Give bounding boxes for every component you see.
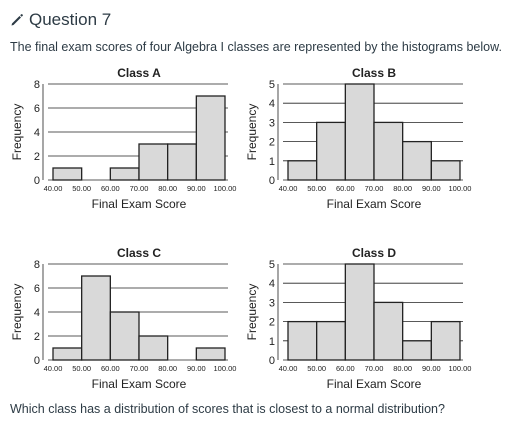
bar bbox=[109, 167, 140, 181]
x-tick-label: 60.00 bbox=[336, 364, 355, 373]
bar bbox=[287, 320, 318, 361]
x-tick-label: 60.00 bbox=[101, 364, 120, 373]
x-tick-label: 70.00 bbox=[130, 364, 149, 373]
bar bbox=[109, 311, 140, 361]
x-axis-label: Final Exam Score bbox=[327, 197, 422, 211]
histogram-3: 0 2 4 6 8 40.00 50.00 60.00 70.00 80.00 90.00 100.0… bbox=[10, 246, 236, 391]
y-tick-label: 0 bbox=[269, 175, 275, 187]
question-header: Question 7 bbox=[10, 10, 111, 30]
x-tick-label: 50.00 bbox=[307, 364, 326, 373]
bar bbox=[402, 140, 432, 181]
bar bbox=[138, 335, 169, 361]
bar bbox=[373, 301, 404, 361]
y-tick-label: 0 bbox=[34, 355, 40, 367]
y-tick-label: 2 bbox=[269, 137, 275, 149]
y-axis-label: Frequency bbox=[10, 104, 24, 161]
bar bbox=[430, 320, 461, 361]
bar bbox=[52, 347, 83, 361]
chart-title: Class D bbox=[352, 246, 396, 260]
x-tick-label: 90.00 bbox=[187, 184, 206, 193]
question-prompt: The final exam scores of four Algebra I … bbox=[10, 40, 502, 54]
y-tick-label: 2 bbox=[269, 317, 275, 329]
x-tick-label: 50.00 bbox=[72, 184, 91, 193]
x-tick-label: 90.00 bbox=[422, 364, 441, 373]
x-tick-label: 100.00 bbox=[214, 184, 237, 193]
chart-title: Class C bbox=[117, 246, 161, 260]
x-tick-label: 100.00 bbox=[449, 184, 472, 193]
bar bbox=[430, 160, 461, 181]
y-tick-label: 6 bbox=[34, 283, 40, 295]
y-tick-label: 4 bbox=[269, 98, 275, 110]
x-tick-label: 80.00 bbox=[158, 184, 177, 193]
x-tick-label: 40.00 bbox=[44, 364, 63, 373]
bar bbox=[52, 167, 83, 181]
histogram-1: 0 2 4 6 8 40.00 50.00 60.00 70.00 80.00 90.00 100.0… bbox=[10, 66, 236, 211]
y-axis-label: Frequency bbox=[245, 284, 259, 341]
y-axis-label: Frequency bbox=[245, 104, 259, 161]
question-footer: Which class has a distribution of scores… bbox=[10, 402, 445, 416]
y-tick-label: 8 bbox=[34, 79, 40, 91]
x-tick-label: 50.00 bbox=[307, 184, 326, 193]
bar bbox=[138, 143, 169, 181]
y-tick-label: 3 bbox=[269, 297, 275, 309]
bar bbox=[81, 275, 111, 361]
y-tick-label: 4 bbox=[34, 127, 40, 139]
y-tick-label: 2 bbox=[34, 331, 40, 343]
bar bbox=[195, 95, 226, 181]
x-tick-label: 80.00 bbox=[393, 364, 412, 373]
histogram-4: 0 1 2 3 4 5 40.00 50.00 60.00 70.00 80.00 90.00 100.… bbox=[245, 246, 471, 391]
y-tick-label: 5 bbox=[269, 259, 275, 271]
x-tick-label: 40.00 bbox=[279, 184, 298, 193]
chart-title: Class A bbox=[117, 66, 161, 80]
bar bbox=[167, 143, 197, 181]
x-tick-label: 40.00 bbox=[279, 364, 298, 373]
y-tick-label: 4 bbox=[34, 307, 40, 319]
bar bbox=[316, 121, 346, 181]
x-tick-label: 60.00 bbox=[336, 184, 355, 193]
x-tick-label: 90.00 bbox=[187, 364, 206, 373]
y-tick-label: 0 bbox=[269, 355, 275, 367]
x-tick-label: 80.00 bbox=[158, 364, 177, 373]
y-tick-label: 5 bbox=[269, 79, 275, 91]
bar bbox=[287, 160, 318, 181]
bar bbox=[402, 340, 432, 361]
y-tick-label: 2 bbox=[34, 151, 40, 163]
y-axis-label: Frequency bbox=[10, 284, 24, 341]
x-tick-label: 70.00 bbox=[365, 364, 384, 373]
x-axis-label: Final Exam Score bbox=[327, 377, 422, 391]
pencil-icon bbox=[10, 13, 24, 27]
x-tick-label: 50.00 bbox=[72, 364, 91, 373]
y-tick-label: 1 bbox=[269, 156, 275, 168]
y-tick-label: 1 bbox=[269, 336, 275, 348]
x-axis-label: Final Exam Score bbox=[92, 377, 187, 391]
bar bbox=[195, 347, 226, 361]
x-axis-label: Final Exam Score bbox=[92, 197, 187, 211]
histogram-2: 0 1 2 3 4 5 40.00 50.00 60.00 70.00 80.00 90.00 100.… bbox=[245, 66, 471, 211]
x-tick-label: 100.00 bbox=[214, 364, 237, 373]
question-title: Question 7 bbox=[29, 10, 112, 29]
bar bbox=[344, 263, 375, 361]
chart-title: Class B bbox=[352, 66, 396, 80]
y-tick-label: 6 bbox=[34, 103, 40, 115]
x-tick-label: 60.00 bbox=[101, 184, 120, 193]
x-tick-label: 70.00 bbox=[130, 184, 149, 193]
y-tick-label: 3 bbox=[269, 117, 275, 129]
bar bbox=[344, 83, 375, 181]
bar bbox=[316, 320, 346, 361]
y-tick-label: 8 bbox=[34, 259, 40, 271]
y-tick-label: 4 bbox=[269, 278, 275, 290]
x-tick-label: 100.00 bbox=[449, 364, 472, 373]
x-tick-label: 80.00 bbox=[393, 184, 412, 193]
bar bbox=[373, 121, 404, 181]
x-tick-label: 40.00 bbox=[44, 184, 63, 193]
x-tick-label: 90.00 bbox=[422, 184, 441, 193]
y-tick-label: 0 bbox=[34, 175, 40, 187]
x-tick-label: 70.00 bbox=[365, 184, 384, 193]
